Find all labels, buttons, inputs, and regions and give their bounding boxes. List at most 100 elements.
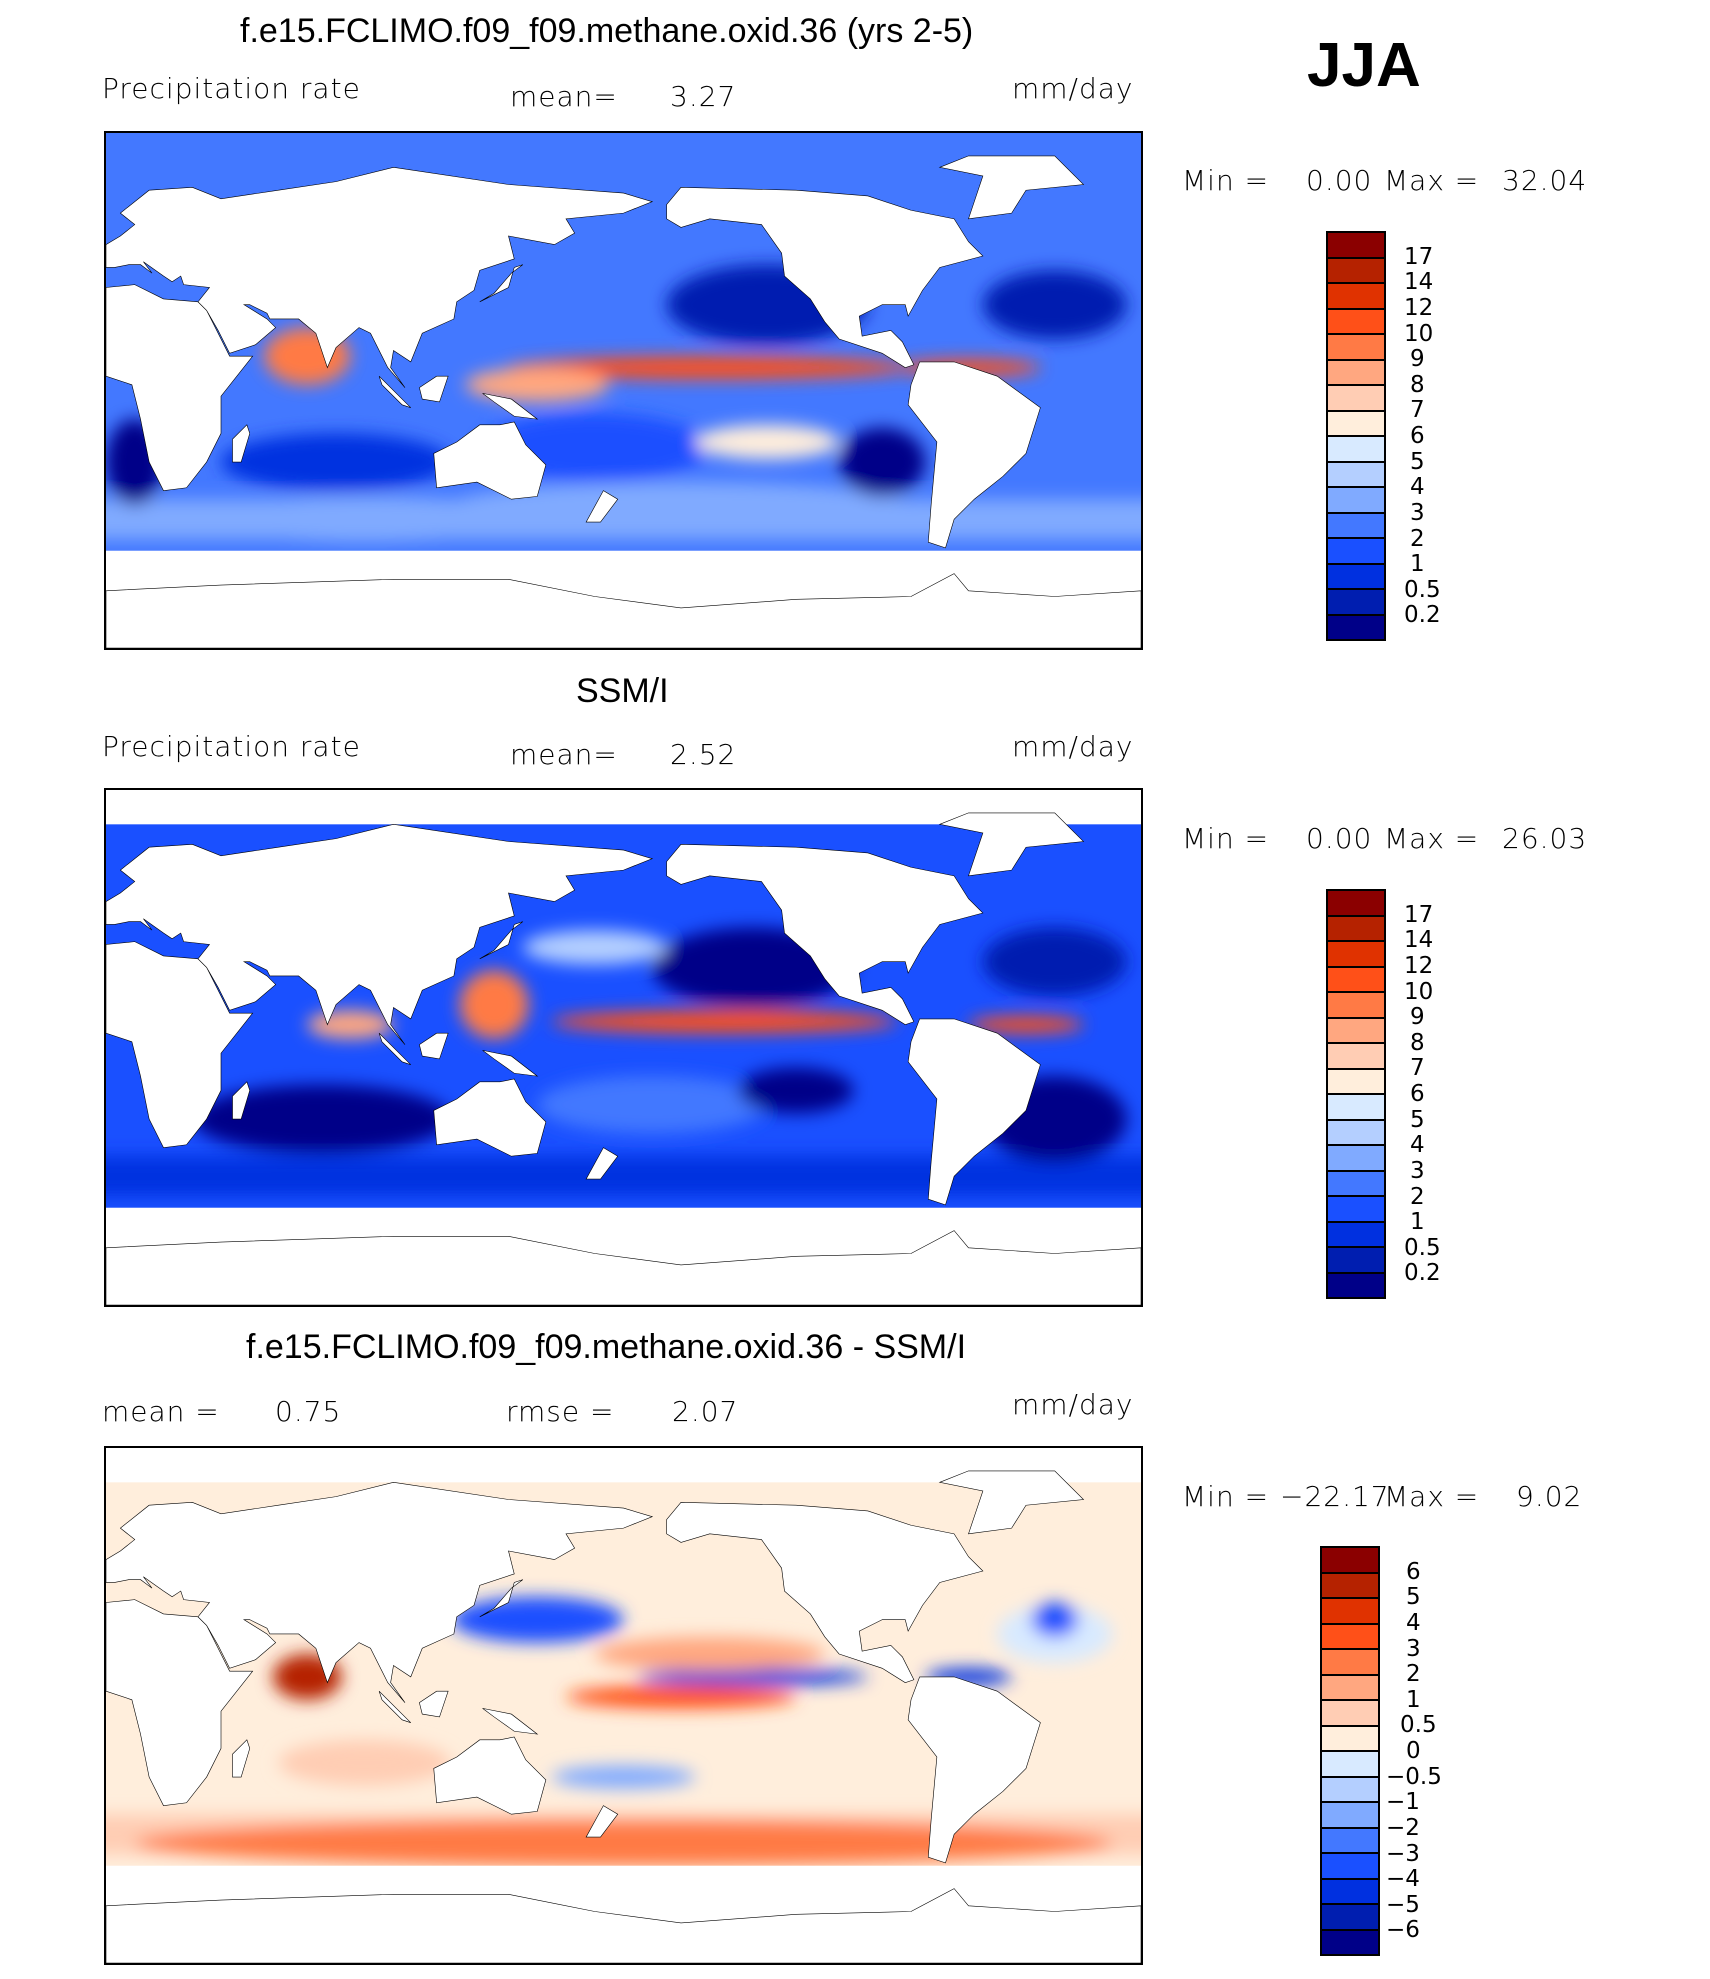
colorbar-tick-label: 1 (1406, 1686, 1421, 1713)
colorbar-box (1328, 386, 1384, 412)
colorbar-box (1328, 942, 1384, 968)
coastline-antarctica (106, 1889, 1141, 1963)
field-contour (451, 482, 911, 528)
colorbar-box (1328, 916, 1384, 942)
coastline-newguinea (483, 1050, 538, 1076)
colorbar-tick-label: 2 (1410, 1183, 1425, 1210)
colorbar-tick-label: 3 (1410, 499, 1425, 526)
colorbar-tick-label: −4 (1386, 1866, 1420, 1893)
field-contour (278, 1739, 451, 1786)
panel1-mean-label: mean= (510, 80, 618, 113)
colorbar-box (1328, 1146, 1384, 1172)
panel1-min-value: 0.00 (1306, 164, 1373, 197)
colorbar-box (1328, 411, 1384, 437)
colorbar-box (1322, 1777, 1378, 1803)
colorbar-tick-label: 14 (1404, 927, 1434, 954)
colorbar-tick-label: 7 (1410, 397, 1425, 424)
colorbar-box (1328, 258, 1384, 284)
colorbar-box (1328, 590, 1384, 616)
panel1-colorbar (1326, 231, 1386, 641)
panel2-max-value: 26.03 (1502, 822, 1588, 855)
coastline-newguinea (483, 1708, 538, 1734)
panel2-units: mm/day (1012, 730, 1134, 763)
colorbar-tick-label: 5 (1410, 448, 1425, 475)
coastline-antarctica (106, 1231, 1141, 1305)
panel1-title: f.e15.FCLIMO.f09_f09.methane.oxid.36 (yr… (240, 12, 974, 50)
coastline-newzealand (586, 491, 618, 522)
panel1-map (104, 131, 1143, 650)
field-contour (637, 1668, 868, 1686)
colorbar-box (1328, 284, 1384, 310)
colorbar-box (1328, 437, 1384, 463)
field-contour (968, 1016, 1084, 1034)
colorbar-tick-label: 12 (1404, 294, 1434, 321)
coastline-sumatra (379, 376, 411, 407)
field-band (106, 1156, 1141, 1197)
colorbar-box (1322, 1573, 1378, 1599)
panel2-map-svg (106, 790, 1141, 1305)
colorbar-tick-label: 5 (1410, 1106, 1425, 1133)
colorbar-tick-label: 10 (1404, 978, 1434, 1005)
coastline-greenland (940, 1471, 1084, 1534)
colorbar-tick-label: 9 (1410, 346, 1425, 373)
coastline-borneo (419, 1033, 448, 1059)
field-contour (459, 970, 529, 1039)
field-contour (982, 270, 1127, 339)
colorbar-tick-label: −3 (1386, 1840, 1420, 1867)
colorbar-tick-label: 3 (1406, 1635, 1421, 1662)
coastline-samerica (908, 1677, 1040, 1863)
coastline-antarctica (106, 574, 1141, 648)
colorbar-box (1322, 1930, 1378, 1954)
colorbar-box (1322, 1726, 1378, 1752)
colorbar-box (1322, 1854, 1378, 1880)
coastline-namerica (667, 844, 983, 1024)
panel3-max-value: 9.02 (1516, 1480, 1583, 1513)
coastline-namerica (667, 1502, 983, 1682)
colorbar-box (1322, 1675, 1378, 1701)
panel1-units: mm/day (1012, 72, 1134, 105)
colorbar-tick-label: −5 (1386, 1891, 1420, 1918)
panel3-mean-label: mean = (102, 1395, 220, 1428)
colorbar-tick-label: 0.5 (1404, 1234, 1441, 1261)
colorbar-box (1328, 1120, 1384, 1146)
panel2-variable: Precipitation rate (102, 730, 361, 763)
panel3-min-value: −22.17 (1280, 1480, 1390, 1513)
field-contour (508, 356, 911, 380)
colorbar-box (1322, 1803, 1378, 1829)
colorbar-tick-label: 3 (1410, 1157, 1425, 1184)
colorbar-box (1328, 488, 1384, 514)
panel3-mean-value: 0.75 (275, 1395, 342, 1428)
colorbar-tick-label: 6 (1410, 423, 1425, 449)
colorbar-tick-label: 0.5 (1400, 1712, 1437, 1739)
colorbar-box (1328, 993, 1384, 1019)
coastline-australia (434, 1737, 546, 1814)
panel3-map (104, 1446, 1143, 1965)
colorbar-tick-label: 1 (1410, 551, 1425, 578)
colorbar-box (1328, 360, 1384, 386)
panel1-min-label: Min = (1182, 164, 1270, 197)
colorbar-tick-label: 8 (1410, 1029, 1425, 1056)
field-contour (738, 1067, 854, 1114)
colorbar-box (1328, 1222, 1384, 1248)
colorbar-box (1322, 1905, 1378, 1931)
colorbar-tick-label: 14 (1404, 269, 1434, 296)
field-contour (839, 427, 926, 497)
colorbar-tick-label: 7 (1410, 1055, 1425, 1082)
panel3-rmse-label: rmse = (506, 1395, 615, 1428)
colorbar-box (1328, 1248, 1384, 1274)
colorbar-tick-label: 6 (1410, 1081, 1425, 1107)
colorbar-box (1322, 1701, 1378, 1727)
colorbar-box (1322, 1879, 1378, 1905)
coastline-australia (434, 422, 546, 499)
coastline-madagascar (233, 1082, 250, 1119)
panel3-units: mm/day (1012, 1388, 1134, 1421)
coastline-australia (434, 1079, 546, 1156)
panel2-mean-label: mean= (510, 738, 618, 771)
colorbar-tick-label: 2 (1406, 1661, 1421, 1688)
colorbar-box (1322, 1624, 1378, 1650)
field-contour (134, 1819, 1113, 1866)
coastline-eurasia (106, 167, 652, 387)
colorbar-box (1328, 891, 1384, 917)
colorbar-box (1328, 462, 1384, 488)
colorbar-box (1328, 1095, 1384, 1121)
